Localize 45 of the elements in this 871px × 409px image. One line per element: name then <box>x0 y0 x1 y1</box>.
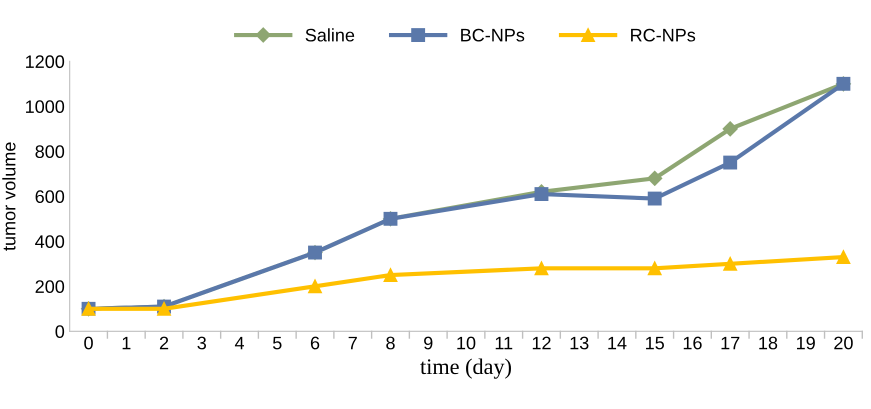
y-tick-label: 1000 <box>26 100 64 114</box>
point <box>647 170 662 186</box>
point <box>722 121 738 136</box>
x-tick-label: 7 <box>348 336 357 350</box>
legend-label: BC-NPs <box>461 28 524 42</box>
point <box>534 187 548 202</box>
point <box>534 261 548 276</box>
point <box>157 302 171 316</box>
x-tick-label: 13 <box>570 336 588 350</box>
point <box>648 192 662 206</box>
legend-label: RC-NPs <box>631 28 696 42</box>
point <box>384 268 398 282</box>
x-tick-label: 12 <box>532 336 551 350</box>
y-tick-label: 0 <box>55 325 64 338</box>
x-tick-label: 16 <box>684 336 702 350</box>
x-tick-label: 1 <box>122 336 130 350</box>
x-tick-label: 17 <box>722 336 740 350</box>
y-tick-label: 400 <box>35 235 64 248</box>
legend-label: Saline <box>306 28 354 42</box>
x-tick-label: 10 <box>457 336 476 350</box>
point <box>836 250 850 264</box>
y-axis-title: tumor volume <box>2 142 16 251</box>
x-axis-title: time (day) <box>420 358 511 379</box>
x-tick-label: 2 <box>160 336 168 350</box>
x-tick-label: 15 <box>646 336 664 350</box>
point <box>723 156 738 170</box>
y-tick-label: 1200 <box>26 55 64 68</box>
y-tick-label: 600 <box>36 190 64 204</box>
x-tick-label: 6 <box>310 336 320 350</box>
x-tick-label: 0 <box>84 336 93 350</box>
x-tick-label: 18 <box>759 336 778 350</box>
y-tick-label: 200 <box>36 280 64 294</box>
x-tick-label: 14 <box>608 336 626 350</box>
y-tick-label: 800 <box>35 145 64 158</box>
x-tick-label: 4 <box>234 336 244 350</box>
x-tick-label: 20 <box>834 336 853 350</box>
x-tick-label: 9 <box>424 336 432 350</box>
x-tick-label: 3 <box>197 336 206 350</box>
x-tick-label: 8 <box>386 336 395 350</box>
x-tick-label: 19 <box>797 336 815 350</box>
point <box>723 256 738 271</box>
point <box>648 261 662 276</box>
x-tick-label: 11 <box>496 336 512 350</box>
x-tick-label: 5 <box>272 336 282 350</box>
point <box>308 279 322 294</box>
